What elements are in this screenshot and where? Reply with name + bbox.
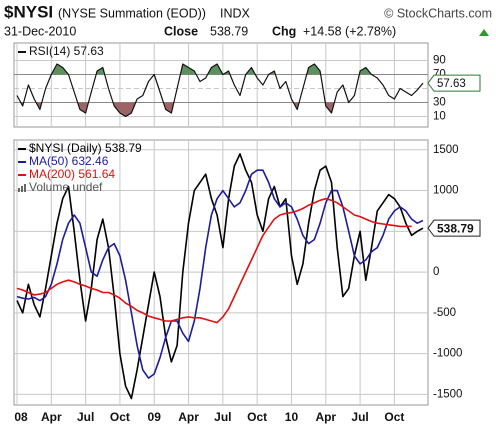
exchange: INDX xyxy=(220,6,251,20)
plot xyxy=(16,153,424,400)
x-tick-label: Jul xyxy=(214,410,231,424)
legend-swatch xyxy=(24,184,26,192)
x-tick-label: Apr xyxy=(41,410,62,424)
x-tick-label: 09 xyxy=(148,410,162,424)
series-line xyxy=(16,169,424,379)
oversold-fill xyxy=(17,102,423,117)
y-tick-label: 0 xyxy=(433,266,439,278)
y-tick-label: 10 xyxy=(433,111,446,123)
symbol: $NYSI xyxy=(4,2,53,21)
y-tick-label: 90 xyxy=(433,55,446,67)
y-tick-label: 1000 xyxy=(433,185,459,197)
legend-label: MA(50) 632.46 xyxy=(29,154,109,168)
close-label: Close xyxy=(164,24,198,38)
y-tick-label: -500 xyxy=(433,307,456,319)
close-value: 538.79 xyxy=(210,24,248,38)
legend-label: Volume undef xyxy=(29,180,103,194)
x-tick-label: Apr xyxy=(315,410,336,424)
value-tag xyxy=(427,219,481,237)
y-tick-label: 1500 xyxy=(433,144,459,156)
x-tick-label: Oct xyxy=(247,410,267,424)
legend-label: MA(200) 561.64 xyxy=(29,167,115,181)
up-arrow xyxy=(479,29,489,36)
y-tick-label: -1500 xyxy=(433,388,462,400)
y-tick-label: 30 xyxy=(433,97,446,109)
x-tick-label: Apr xyxy=(178,410,199,424)
legend-swatch xyxy=(21,186,23,192)
x-tick-label: Jul xyxy=(77,410,94,424)
value-tag xyxy=(427,74,481,92)
date: 31-Dec-2010 xyxy=(4,24,76,38)
legend-label: RSI(14) 57.63 xyxy=(29,44,104,58)
y-tick-label: -1000 xyxy=(433,348,462,360)
chg-label: Chg xyxy=(272,24,296,38)
x-tick-label: 10 xyxy=(285,410,299,424)
x-tick-label: Jul xyxy=(351,410,368,424)
legend-label: $NYSI (Daily) 538.79 xyxy=(29,141,142,155)
chg-value: +14.58 (+2.78%) xyxy=(303,24,396,38)
series-line xyxy=(16,63,424,118)
series-line xyxy=(16,197,412,324)
x-tick-label: 08 xyxy=(14,410,28,424)
symbol-name: (NYSE Summation (EOD)) xyxy=(58,6,206,20)
x-tick-label: Oct xyxy=(110,410,130,424)
value-tag-label: 57.63 xyxy=(437,78,466,90)
plot xyxy=(16,63,424,118)
source: © StockCharts.com xyxy=(384,6,492,20)
rsi-panel xyxy=(13,42,429,128)
legend-swatch xyxy=(18,188,20,192)
x-tick-label: Oct xyxy=(384,410,404,424)
value-tag-label: 538.79 xyxy=(437,221,474,235)
series-line xyxy=(16,153,424,400)
